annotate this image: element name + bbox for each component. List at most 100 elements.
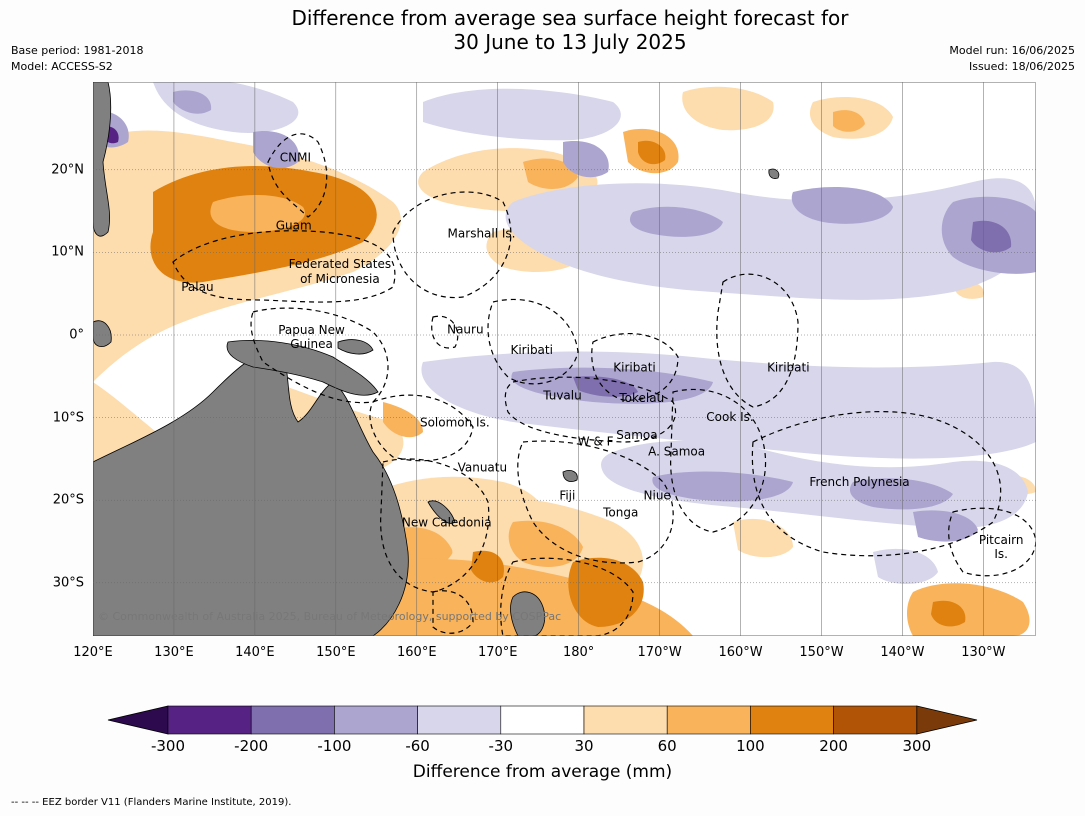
eez-footnote: -- -- -- EEZ border V11 (Flanders Marine… — [11, 797, 292, 808]
title-line-2: 30 June to 13 July 2025 — [453, 30, 687, 54]
place-label: Kiribati — [767, 360, 809, 374]
eez-french-polynesia — [751, 411, 1002, 557]
land-layer — [93, 82, 780, 636]
place-label: Marshall Is. — [448, 227, 516, 241]
latitude-tick-label: 30°S — [52, 575, 84, 591]
place-label: Niue — [644, 488, 671, 502]
eez-kiribati-west — [487, 298, 579, 385]
negative-anomaly-layer — [93, 82, 1036, 627]
place-label: of Micronesia — [300, 272, 380, 286]
longitude-tick-label: 130°W — [961, 645, 1006, 660]
place-label: Kiribati — [510, 343, 552, 357]
model-run: Model run: 16/06/2025 — [949, 44, 1075, 57]
colorbar-tick-label: 30 — [574, 737, 594, 755]
eez-norfolk — [432, 590, 474, 634]
place-label: A. Samoa — [648, 445, 705, 459]
eez-kiribati-line — [716, 273, 799, 408]
place-label: Palau — [181, 280, 213, 294]
place-label: Nauru — [447, 322, 483, 336]
chart-title: Difference from average sea surface heig… — [0, 6, 1085, 54]
colorbar-segment — [167, 705, 252, 735]
eez-marshall — [392, 191, 512, 299]
colorbar-tick-label: -60 — [405, 737, 430, 755]
colorbar-segment — [833, 705, 918, 735]
place-label: Solomon Is. — [420, 416, 490, 430]
eez-cnmi — [267, 133, 328, 218]
eez-vanuatu-nc — [380, 458, 490, 593]
longitude-tick-label: 150°E — [316, 645, 356, 660]
colorbar — [107, 705, 978, 735]
eez-kiribati-phoenix — [591, 332, 679, 401]
colorbar-segment — [750, 705, 834, 735]
new-zealand-landmass — [510, 591, 546, 636]
place-label: CNMI — [280, 151, 311, 165]
place-label: W & F — [578, 435, 614, 449]
copyright-notice: © Commonwealth of Australia 2025, Bureau… — [98, 610, 561, 623]
eez-cook — [670, 388, 767, 533]
eez-guam-fsm — [172, 230, 396, 303]
place-label: Tuvalu — [542, 388, 582, 402]
latitude-tick-label: 20°N — [51, 162, 84, 178]
eez-solomon — [369, 394, 474, 462]
colorbar-segment — [666, 705, 751, 735]
eez-pitcairn — [948, 507, 1036, 577]
latitude-tick-label: 10°N — [51, 244, 84, 260]
latitude-tick-label: 20°S — [52, 492, 84, 508]
model-name: Model: ACCESS-S2 — [11, 60, 113, 73]
hawaii-landmass — [768, 168, 780, 179]
new-guinea-landmass — [226, 340, 379, 396]
place-label: Pitcairn — [979, 533, 1024, 547]
eez-fiji-tonga — [517, 440, 674, 564]
longitude-tick-label: 150°W — [799, 645, 844, 660]
colorbar-segment — [334, 705, 418, 735]
meta-left: Base period: 1981-2018 Model: ACCESS-S2 — [11, 43, 143, 75]
place-label: Guinea — [290, 337, 333, 351]
colorbar-extend-low — [107, 705, 169, 735]
place-label: French Polynesia — [809, 475, 909, 489]
longitude-tick-label: 140°W — [880, 645, 925, 660]
eez-borders — [172, 133, 1036, 636]
colorbar-tick-label: -300 — [150, 737, 186, 755]
longitude-tick-label: 170°W — [637, 645, 682, 660]
colorbar-segment — [250, 705, 335, 735]
latitude-tick-label: 10°S — [52, 410, 84, 426]
place-label: Is. — [994, 547, 1008, 561]
colorbar-segment — [583, 705, 668, 735]
colorbar-tick-label: 300 — [902, 737, 932, 755]
place-label: Papua New — [278, 323, 345, 337]
issued-date: Issued: 18/06/2025 — [968, 60, 1075, 73]
colorbar-tick-label: -100 — [317, 737, 352, 755]
longitude-tick-label: 180° — [562, 645, 595, 660]
latitude-tick-label: 0° — [69, 327, 84, 343]
place-label: Fiji — [559, 488, 575, 502]
eez-tuvalu-tokelau — [504, 376, 677, 443]
place-label: Cook Is. — [706, 410, 753, 424]
place-label: Guam — [276, 218, 312, 232]
eez-nz-kermadec — [500, 557, 634, 636]
place-label: Vanuatu — [458, 460, 508, 474]
colorbar-tick-label: -30 — [488, 737, 514, 755]
meta-right: Model run: 16/06/2025 Issued: 18/06/2025 — [949, 43, 1075, 75]
fiji-landmass — [562, 470, 578, 482]
colorbar-title: Difference from average (mm) — [412, 762, 673, 782]
longitude-tick-label: 130°E — [154, 645, 194, 660]
place-label: Samoa — [616, 428, 657, 442]
base-period: Base period: 1981-2018 — [11, 44, 144, 57]
place-label: Tokelau — [618, 391, 664, 405]
colorbar-tick-label: -200 — [234, 737, 269, 755]
australia-landmass — [93, 349, 409, 636]
longitude-tick-label: 170°E — [477, 645, 518, 660]
colorbar-tick-label: 60 — [657, 737, 677, 755]
place-label: Kiribati — [613, 360, 655, 374]
place-label: Tonga — [602, 506, 638, 520]
philippines-landmass — [93, 82, 112, 237]
longitude-tick-label: 160°W — [718, 645, 763, 660]
longitude-tick-label: 160°E — [397, 645, 437, 660]
map-frame — [93, 82, 1036, 636]
new-britain-landmass — [337, 339, 374, 355]
colorbar-segment — [500, 705, 585, 735]
gridlines — [93, 82, 1036, 636]
colorbar-segment — [417, 705, 502, 735]
